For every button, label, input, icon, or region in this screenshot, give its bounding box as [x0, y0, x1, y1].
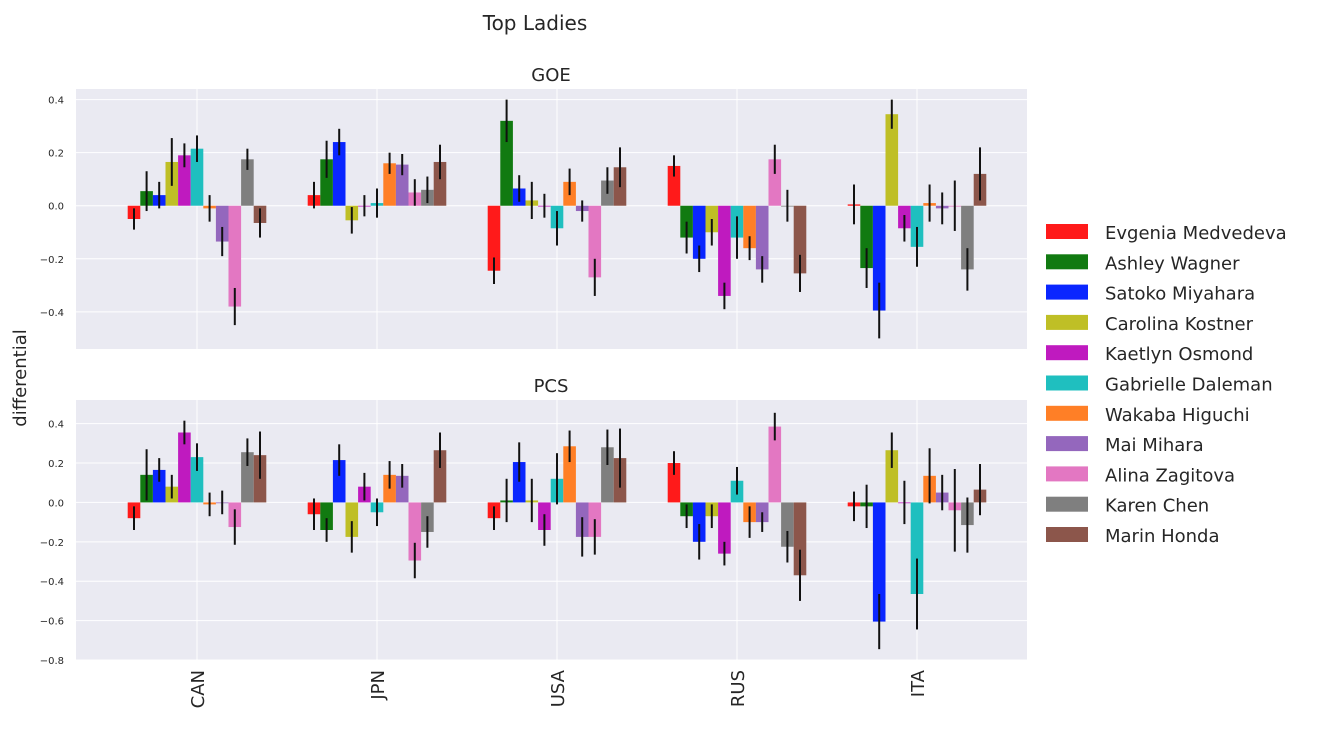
- pcs-bar-carolina-kostner-ita: [885, 450, 899, 503]
- legend-label-alina-zagitova: Alina Zagitova: [1105, 465, 1235, 486]
- legend-label-mai-mihara: Mai Mihara: [1105, 435, 1204, 456]
- x-tick-label-jpn: JPN: [368, 670, 389, 701]
- pcs-bar-karen-chen-usa: [601, 447, 614, 503]
- goe-bar-satoko-miyahara-jpn: [332, 142, 346, 206]
- goe-bar-mai-mihara-can: [215, 205, 229, 242]
- goe-bar-mai-mihara-rus: [755, 205, 769, 270]
- pcs-bar-satoko-miyahara-rus: [692, 502, 706, 542]
- goe-bar-gabrielle-daleman-can: [190, 148, 204, 206]
- pcs-bar-carolina-kostner-jpn: [345, 502, 359, 537]
- pcs-panel: PCS −0.8 −0.6 −0.4 −0.2 0.0 0.2 0.4 CAN JPN USA RU…: [40, 376, 1027, 708]
- goe-y-tick-label: 0.4: [48, 96, 64, 107]
- legend-swatch-wakaba-higuchi: [1046, 405, 1088, 421]
- pcs-bar-kaetlyn-osmond-can: [178, 432, 191, 503]
- pcs-y-tick-label: −0.6: [40, 617, 64, 628]
- goe-bar-evgenia-medvedeva-usa: [487, 205, 501, 271]
- pcs-bar-wakaba-higuchi-usa: [563, 446, 576, 503]
- pcs-bar-marin-honda-rus: [793, 502, 807, 576]
- goe-y-tick-label: 0.0: [48, 202, 64, 213]
- goe-bar-carolina-kostner-ita: [885, 114, 899, 206]
- goe-bar-gabrielle-daleman-ita: [910, 205, 924, 247]
- legend-swatch-satoko-miyahara: [1046, 284, 1088, 300]
- x-tick-label-can: CAN: [188, 670, 209, 708]
- legend: Evgenia Medvedeva Ashley Wagner Satoko Miy…: [1046, 223, 1287, 547]
- legend-label-karen-chen: Karen Chen: [1105, 496, 1209, 517]
- legend-swatch-marin-honda: [1046, 527, 1088, 542]
- pcs-bar-alina-zagitova-jpn: [408, 502, 422, 561]
- pcs-y-tick-label: −0.8: [40, 656, 64, 667]
- figure-title: Top Ladies: [482, 11, 587, 35]
- goe-bar-ashley-wagner-jpn: [320, 159, 333, 206]
- legend-swatch-carolina-kostner: [1046, 314, 1088, 330]
- goe-panel: GOE −0.4 −0.2 0.0 0.2 0.4: [40, 65, 1027, 349]
- legend-label-satoko-miyahara: Satoko Miyahara: [1105, 284, 1255, 305]
- legend-label-gabrielle-daleman: Gabrielle Daleman: [1105, 375, 1273, 396]
- pcs-y-tick-label: −0.2: [40, 538, 64, 549]
- goe-bar-alina-zagitova-rus: [768, 159, 782, 206]
- goe-bar-marin-honda-jpn: [433, 161, 447, 206]
- x-tick-label-ita: ITA: [908, 669, 929, 697]
- pcs-bar-ashley-wagner-jpn: [320, 502, 333, 530]
- legend-swatch-alina-zagitova: [1046, 466, 1088, 482]
- goe-y-tick-label: 0.2: [48, 149, 64, 160]
- goe-panel-title: GOE: [531, 65, 571, 86]
- goe-bar-karen-chen-ita: [961, 205, 974, 270]
- goe-bar-kaetlyn-osmond-rus: [718, 205, 731, 296]
- legend-label-ashley-wagner: Ashley Wagner: [1105, 253, 1240, 274]
- legend-swatch-karen-chen: [1046, 496, 1088, 512]
- legend-label-carolina-kostner: Carolina Kostner: [1105, 314, 1254, 335]
- legend-swatch-kaetlyn-osmond: [1046, 345, 1088, 361]
- pcs-bar-mai-mihara-jpn: [395, 475, 409, 503]
- pcs-bar-karen-chen-can: [241, 452, 254, 503]
- pcs-y-tick-label: 0.4: [48, 420, 64, 431]
- goe-bar-satoko-miyahara-rus: [692, 205, 706, 259]
- legend-label-wakaba-higuchi: Wakaba Higuchi: [1105, 405, 1250, 426]
- pcs-bar-alina-zagitova-rus: [768, 426, 782, 503]
- goe-y-tick-label: −0.2: [40, 255, 64, 266]
- legend-swatch-gabrielle-daleman: [1046, 375, 1088, 391]
- pcs-bar-satoko-miyahara-can: [152, 469, 166, 503]
- pcs-bar-satoko-miyahara-jpn: [332, 460, 346, 503]
- pcs-bar-satoko-miyahara-usa: [512, 462, 526, 503]
- y-axis-label: differential: [10, 329, 31, 426]
- goe-bar-wakaba-higuchi-jpn: [383, 163, 396, 206]
- goe-bar-wakaba-higuchi-rus: [743, 205, 756, 249]
- goe-bar-ashley-wagner-usa: [500, 120, 513, 206]
- pcs-bar-evgenia-medvedeva-rus: [667, 463, 681, 503]
- legend-label-marin-honda: Marin Honda: [1105, 526, 1220, 547]
- legend-swatch-evgenia-medvedeva: [1046, 224, 1088, 239]
- goe-bar-karen-chen-can: [241, 159, 254, 206]
- goe-bar-alina-zagitova-can: [228, 205, 242, 307]
- goe-bar-satoko-miyahara-ita: [872, 205, 886, 311]
- pcs-panel-title: PCS: [534, 376, 569, 397]
- goe-y-tick-label: −0.4: [40, 308, 64, 319]
- goe-bar-alina-zagitova-usa: [588, 205, 602, 278]
- legend-swatch-ashley-wagner: [1046, 254, 1088, 270]
- x-tick-label-rus: RUS: [728, 670, 749, 707]
- legend-label-kaetlyn-osmond: Kaetlyn Osmond: [1105, 344, 1253, 365]
- legend-label-evgenia-medvedeva: Evgenia Medvedeva: [1105, 223, 1287, 244]
- goe-bar-carolina-kostner-rus: [705, 205, 719, 233]
- legend-swatch-mai-mihara: [1046, 436, 1088, 452]
- pcs-bar-karen-chen-rus: [781, 502, 794, 547]
- pcs-bar-satoko-miyahara-ita: [872, 502, 886, 622]
- pcs-y-tick-label: −0.4: [40, 577, 64, 588]
- pcs-y-tick-label: 0.0: [48, 498, 64, 509]
- pcs-bar-gabrielle-daleman-can: [190, 457, 204, 503]
- goe-bar-marin-honda-rus: [793, 205, 807, 274]
- pcs-y-tick-label: 0.2: [48, 459, 64, 470]
- pcs-bar-gabrielle-daleman-ita: [910, 502, 924, 595]
- pcs-bar-kaetlyn-osmond-rus: [718, 502, 731, 554]
- goe-bar-kaetlyn-osmond-can: [178, 155, 191, 206]
- goe-bar-mai-mihara-jpn: [395, 164, 409, 206]
- goe-bar-evgenia-medvedeva-rus: [667, 165, 681, 206]
- pcs-bar-marin-honda-jpn: [433, 450, 447, 503]
- x-tick-label-usa: USA: [548, 669, 569, 707]
- goe-bar-ashley-wagner-ita: [860, 205, 873, 269]
